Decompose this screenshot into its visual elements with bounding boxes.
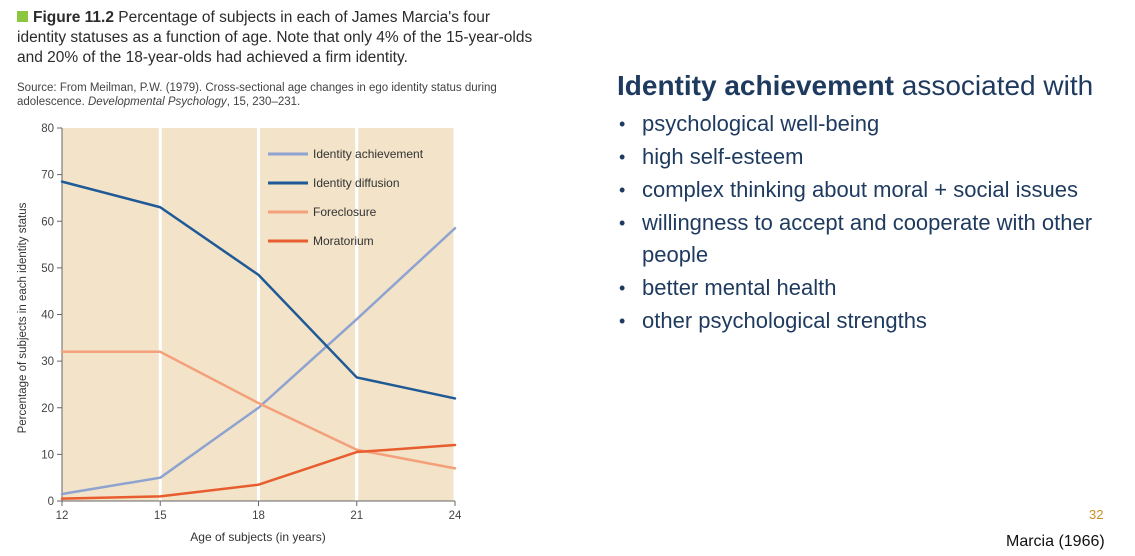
figure-caption-text: Percentage of subjects in each of James … xyxy=(17,9,533,66)
panel-heading-bold: Identity achievement xyxy=(617,70,894,101)
figure-source: Source: From Meilman, P.W. (1979). Cross… xyxy=(17,81,537,109)
bullet-item: • better mental health xyxy=(617,272,1117,304)
series-lines xyxy=(60,180,457,500)
panel-heading-rest: associated with xyxy=(893,70,1094,101)
legend-label: Identity diffusion xyxy=(313,176,400,190)
source-journal: Developmental Psychology xyxy=(87,96,227,108)
x-tick-label: 15 xyxy=(154,510,167,522)
line-chart: 0 10 20 30 40 50 60 70 80 12 15 18 21 24 Identity ach… xyxy=(17,123,462,544)
legend-label: Identity achievement xyxy=(313,147,424,161)
citation: Marcia (1966) xyxy=(1006,533,1105,550)
series-line xyxy=(60,350,457,470)
bullet-text: psychological well-being xyxy=(642,111,880,136)
y-tick-label: 40 xyxy=(41,310,54,322)
page-number: 32 xyxy=(1089,507,1104,522)
bullet-item: • complex thinking about moral + social i… xyxy=(617,174,1117,206)
y-tick-label: 20 xyxy=(41,403,54,415)
legend-label: Foreclosure xyxy=(313,205,377,219)
x-tick-label: 12 xyxy=(56,510,69,522)
bullet-item: • other psychological strengths xyxy=(617,305,1117,337)
series-line xyxy=(60,443,457,500)
bullet-dot-icon: • xyxy=(619,278,626,298)
source-prefix: Source: From Meilman, P.W. (1979). Cross… xyxy=(17,82,497,108)
bullet-item: • willingness to accept and cooperate wit… xyxy=(617,207,1117,271)
y-tick-label: 80 xyxy=(41,123,54,135)
y-tick-label: 60 xyxy=(41,216,54,228)
figure-marker-square xyxy=(17,11,28,22)
y-tick-label: 0 xyxy=(48,496,54,508)
y-tick-label: 50 xyxy=(41,263,54,275)
figure-label: Figure 11.2 xyxy=(33,9,114,26)
source-suffix: , 15, 230–231. xyxy=(226,96,301,108)
x-tick-label: 21 xyxy=(350,510,363,522)
right-panel: Identity achievement associated with • ps… xyxy=(617,70,1117,338)
bullet-dot-icon: • xyxy=(619,213,626,233)
series-line xyxy=(60,180,457,400)
axes: 0 10 20 30 40 50 60 70 80 12 15 18 21 24 xyxy=(41,123,462,522)
legend-label: Moratorium xyxy=(313,234,374,248)
bullet-list: • psychological well-being • high self-este… xyxy=(617,108,1117,337)
figure-caption: Figure 11.2 Percentage of subjects in ea… xyxy=(17,8,537,68)
legend: Identity achievement Identity diffusion Fo… xyxy=(268,147,424,248)
series-line xyxy=(60,226,457,496)
bullet-item: • psychological well-being xyxy=(617,108,1117,140)
bullet-dot-icon: • xyxy=(619,147,626,167)
bullet-text: high self-esteem xyxy=(642,144,804,169)
bullet-dot-icon: • xyxy=(619,180,626,200)
bullet-text: other psychological strengths xyxy=(642,308,927,333)
bullet-item: • high self-esteem xyxy=(617,141,1117,173)
bullet-text: complex thinking about moral + social is… xyxy=(642,177,1078,202)
y-tick-label: 30 xyxy=(41,356,54,368)
bullet-dot-icon: • xyxy=(619,114,626,134)
y-tick-label: 10 xyxy=(41,449,54,461)
x-tick-label: 24 xyxy=(449,510,462,522)
bullet-text: better mental health xyxy=(642,275,837,300)
y-axis-label: Percentage of subjects in each identity … xyxy=(17,202,29,433)
y-tick-label: 70 xyxy=(41,170,54,182)
bullet-text: willingness to accept and cooperate with… xyxy=(642,210,1093,267)
panel-heading: Identity achievement associated with xyxy=(617,70,1117,102)
x-tick-label: 18 xyxy=(252,510,265,522)
bullet-dot-icon: • xyxy=(619,311,626,331)
x-axis-label: Age of subjects (in years) xyxy=(190,530,325,544)
grid-lines xyxy=(158,128,457,501)
